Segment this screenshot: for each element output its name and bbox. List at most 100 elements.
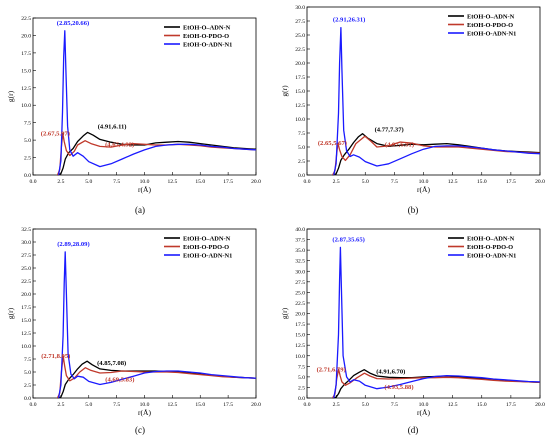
x-tick-label: 7.5 — [391, 402, 398, 408]
y-tick-label: 25.0 — [295, 33, 305, 39]
y-tick-label: 10.0 — [21, 344, 31, 350]
series-line-3 — [57, 30, 257, 176]
legend-label: EtOH-O-PDO-O — [467, 22, 513, 29]
y-tick-label: 37.5 — [295, 238, 305, 244]
y-tick-label: 0.0 — [298, 173, 305, 179]
y-tick-label: 0.0 — [298, 396, 305, 402]
x-tick-label: 7.5 — [113, 179, 120, 185]
x-tick-label: 20.0 — [535, 179, 545, 185]
x-tick-label: 17.5 — [223, 402, 233, 408]
x-tick-label: 10.0 — [419, 179, 429, 185]
x-tick-label: 2.5 — [333, 179, 340, 185]
x-tick-label: 15.0 — [477, 402, 487, 408]
y-tick-label: 2.5 — [298, 159, 305, 165]
peak-annotation: (2.87,35.65) — [332, 236, 364, 243]
x-tick-label: 0.0 — [304, 402, 311, 408]
legend-label: EtOH-O–ADN-N — [183, 24, 231, 31]
panel-label: (b) — [408, 205, 419, 215]
peak-annotation: (2.91,26.31) — [333, 17, 365, 24]
x-tick-label: 2.5 — [57, 402, 64, 408]
y-tick-label: 0.0 — [24, 173, 31, 179]
x-tick-label: 2.5 — [333, 402, 340, 408]
y-tick-label: 22.5 — [295, 47, 305, 53]
x-axis-label: r(Å) — [417, 185, 430, 194]
y-tick-label: 22.5 — [21, 279, 31, 285]
peak-annotation: (4.77,7.37) — [375, 127, 404, 134]
y-tick-label: 17.5 — [21, 51, 31, 57]
legend-label: EtOH-O-ADN-N1 — [467, 252, 516, 259]
y-tick-label: 35.0 — [295, 248, 305, 254]
y-axis-label: g(r) — [6, 90, 15, 102]
peak-annotation: (4.91,6.70) — [376, 369, 405, 376]
x-tick-label: 2.5 — [57, 179, 64, 185]
legend-label: EtOH-O–ADN-N — [467, 235, 515, 242]
chart-panel-4: 0.0 2.5 5.0 7.5 10.0 12.5 15.0 17.5 20.0 0.0 2.5 5.… — [280, 227, 545, 435]
y-tick-label: 7.5 — [24, 357, 31, 363]
x-tick-label: 5.0 — [85, 402, 92, 408]
series-line-3 — [333, 246, 541, 399]
series-line-2 — [332, 135, 541, 176]
peak-annotation: (2.65,5.67) — [318, 140, 347, 147]
panel-label: (a) — [135, 205, 145, 215]
y-tick-label: 17.5 — [295, 322, 305, 328]
x-tick-label: 10.0 — [419, 402, 429, 408]
series-line-2 — [56, 132, 257, 176]
x-tick-label: 0.0 — [304, 179, 311, 185]
peak-annotation: (2.71,6.79) — [317, 366, 346, 373]
y-tick-label: 20.0 — [295, 312, 305, 318]
x-tick-label: 20.0 — [251, 179, 261, 185]
y-tick-label: 27.5 — [295, 19, 305, 25]
x-tick-label: 5.0 — [362, 402, 369, 408]
series-line-1 — [57, 131, 257, 176]
legend-label: EtOH-O–ADN-N — [183, 235, 231, 242]
y-tick-label: 15.0 — [21, 318, 31, 324]
chart-panel-3: 0.0 2.5 5.0 7.5 10.0 12.5 15.0 17.5 20.0 0.0 2.5 5.… — [6, 227, 261, 435]
y-tick-label: 22.5 — [295, 301, 305, 307]
legend-label: EtOH-O–ADN-N — [467, 13, 515, 20]
x-tick-label: 0.0 — [30, 179, 37, 185]
y-tick-label: 5.0 — [24, 138, 31, 144]
x-tick-label: 7.5 — [113, 402, 120, 408]
y-tick-label: 20.0 — [21, 292, 31, 298]
legend-label: EtOH-O-ADN-N1 — [183, 252, 232, 259]
y-tick-label: 5.0 — [24, 370, 31, 376]
x-axis-label: r(Å) — [417, 408, 430, 417]
series-line-2 — [332, 368, 541, 399]
y-tick-label: 17.5 — [295, 75, 305, 81]
y-tick-label: 27.5 — [295, 280, 305, 286]
x-tick-label: 15.0 — [195, 179, 205, 185]
x-tick-label: 12.5 — [167, 179, 177, 185]
y-tick-label: 30.0 — [295, 5, 305, 11]
y-tick-label: 32.5 — [21, 227, 31, 233]
x-axis-label: r(Å) — [138, 185, 151, 194]
x-tick-label: 12.5 — [167, 402, 177, 408]
y-tick-label: 30.0 — [21, 240, 31, 246]
x-tick-label: 12.5 — [448, 179, 458, 185]
chart-panel-2: 0.0 2.5 5.0 7.5 10.0 12.5 15.0 17.5 20.0 0.0 2.5 5.… — [280, 5, 545, 215]
panel-label: (c) — [135, 425, 145, 435]
y-tick-label: 7.5 — [298, 131, 305, 137]
y-tick-label: 5.0 — [298, 145, 305, 151]
y-tick-label: 40.0 — [295, 227, 305, 233]
y-tick-label: 22.5 — [21, 16, 31, 22]
y-tick-label: 2.5 — [24, 383, 31, 389]
x-tick-label: 20.0 — [535, 402, 545, 408]
y-tick-label: 15.0 — [295, 333, 305, 339]
peak-annotation: (2.67,5.97) — [41, 130, 70, 137]
y-tick-label: 10.0 — [295, 117, 305, 123]
peak-annotation: (2.71,8.05) — [41, 353, 70, 360]
peak-annotation: (4.93,5.88) — [384, 384, 413, 391]
series-line-1 — [332, 133, 541, 176]
peak-annotation: (4.69,5.83) — [105, 377, 134, 384]
y-tick-label: 15.0 — [295, 89, 305, 95]
y-tick-label: 15.0 — [21, 68, 31, 74]
legend-label: EtOH-O-ADN-N1 — [467, 30, 516, 37]
panel-label: (d) — [408, 425, 419, 435]
y-tick-label: 12.5 — [21, 86, 31, 92]
y-tick-label: 20.0 — [21, 33, 31, 39]
y-tick-label: 2.5 — [24, 156, 31, 162]
y-tick-label: 7.5 — [24, 121, 31, 127]
peak-annotation: (4.85,7.08) — [97, 360, 126, 367]
y-tick-label: 10.0 — [21, 103, 31, 109]
x-tick-label: 17.5 — [506, 402, 516, 408]
